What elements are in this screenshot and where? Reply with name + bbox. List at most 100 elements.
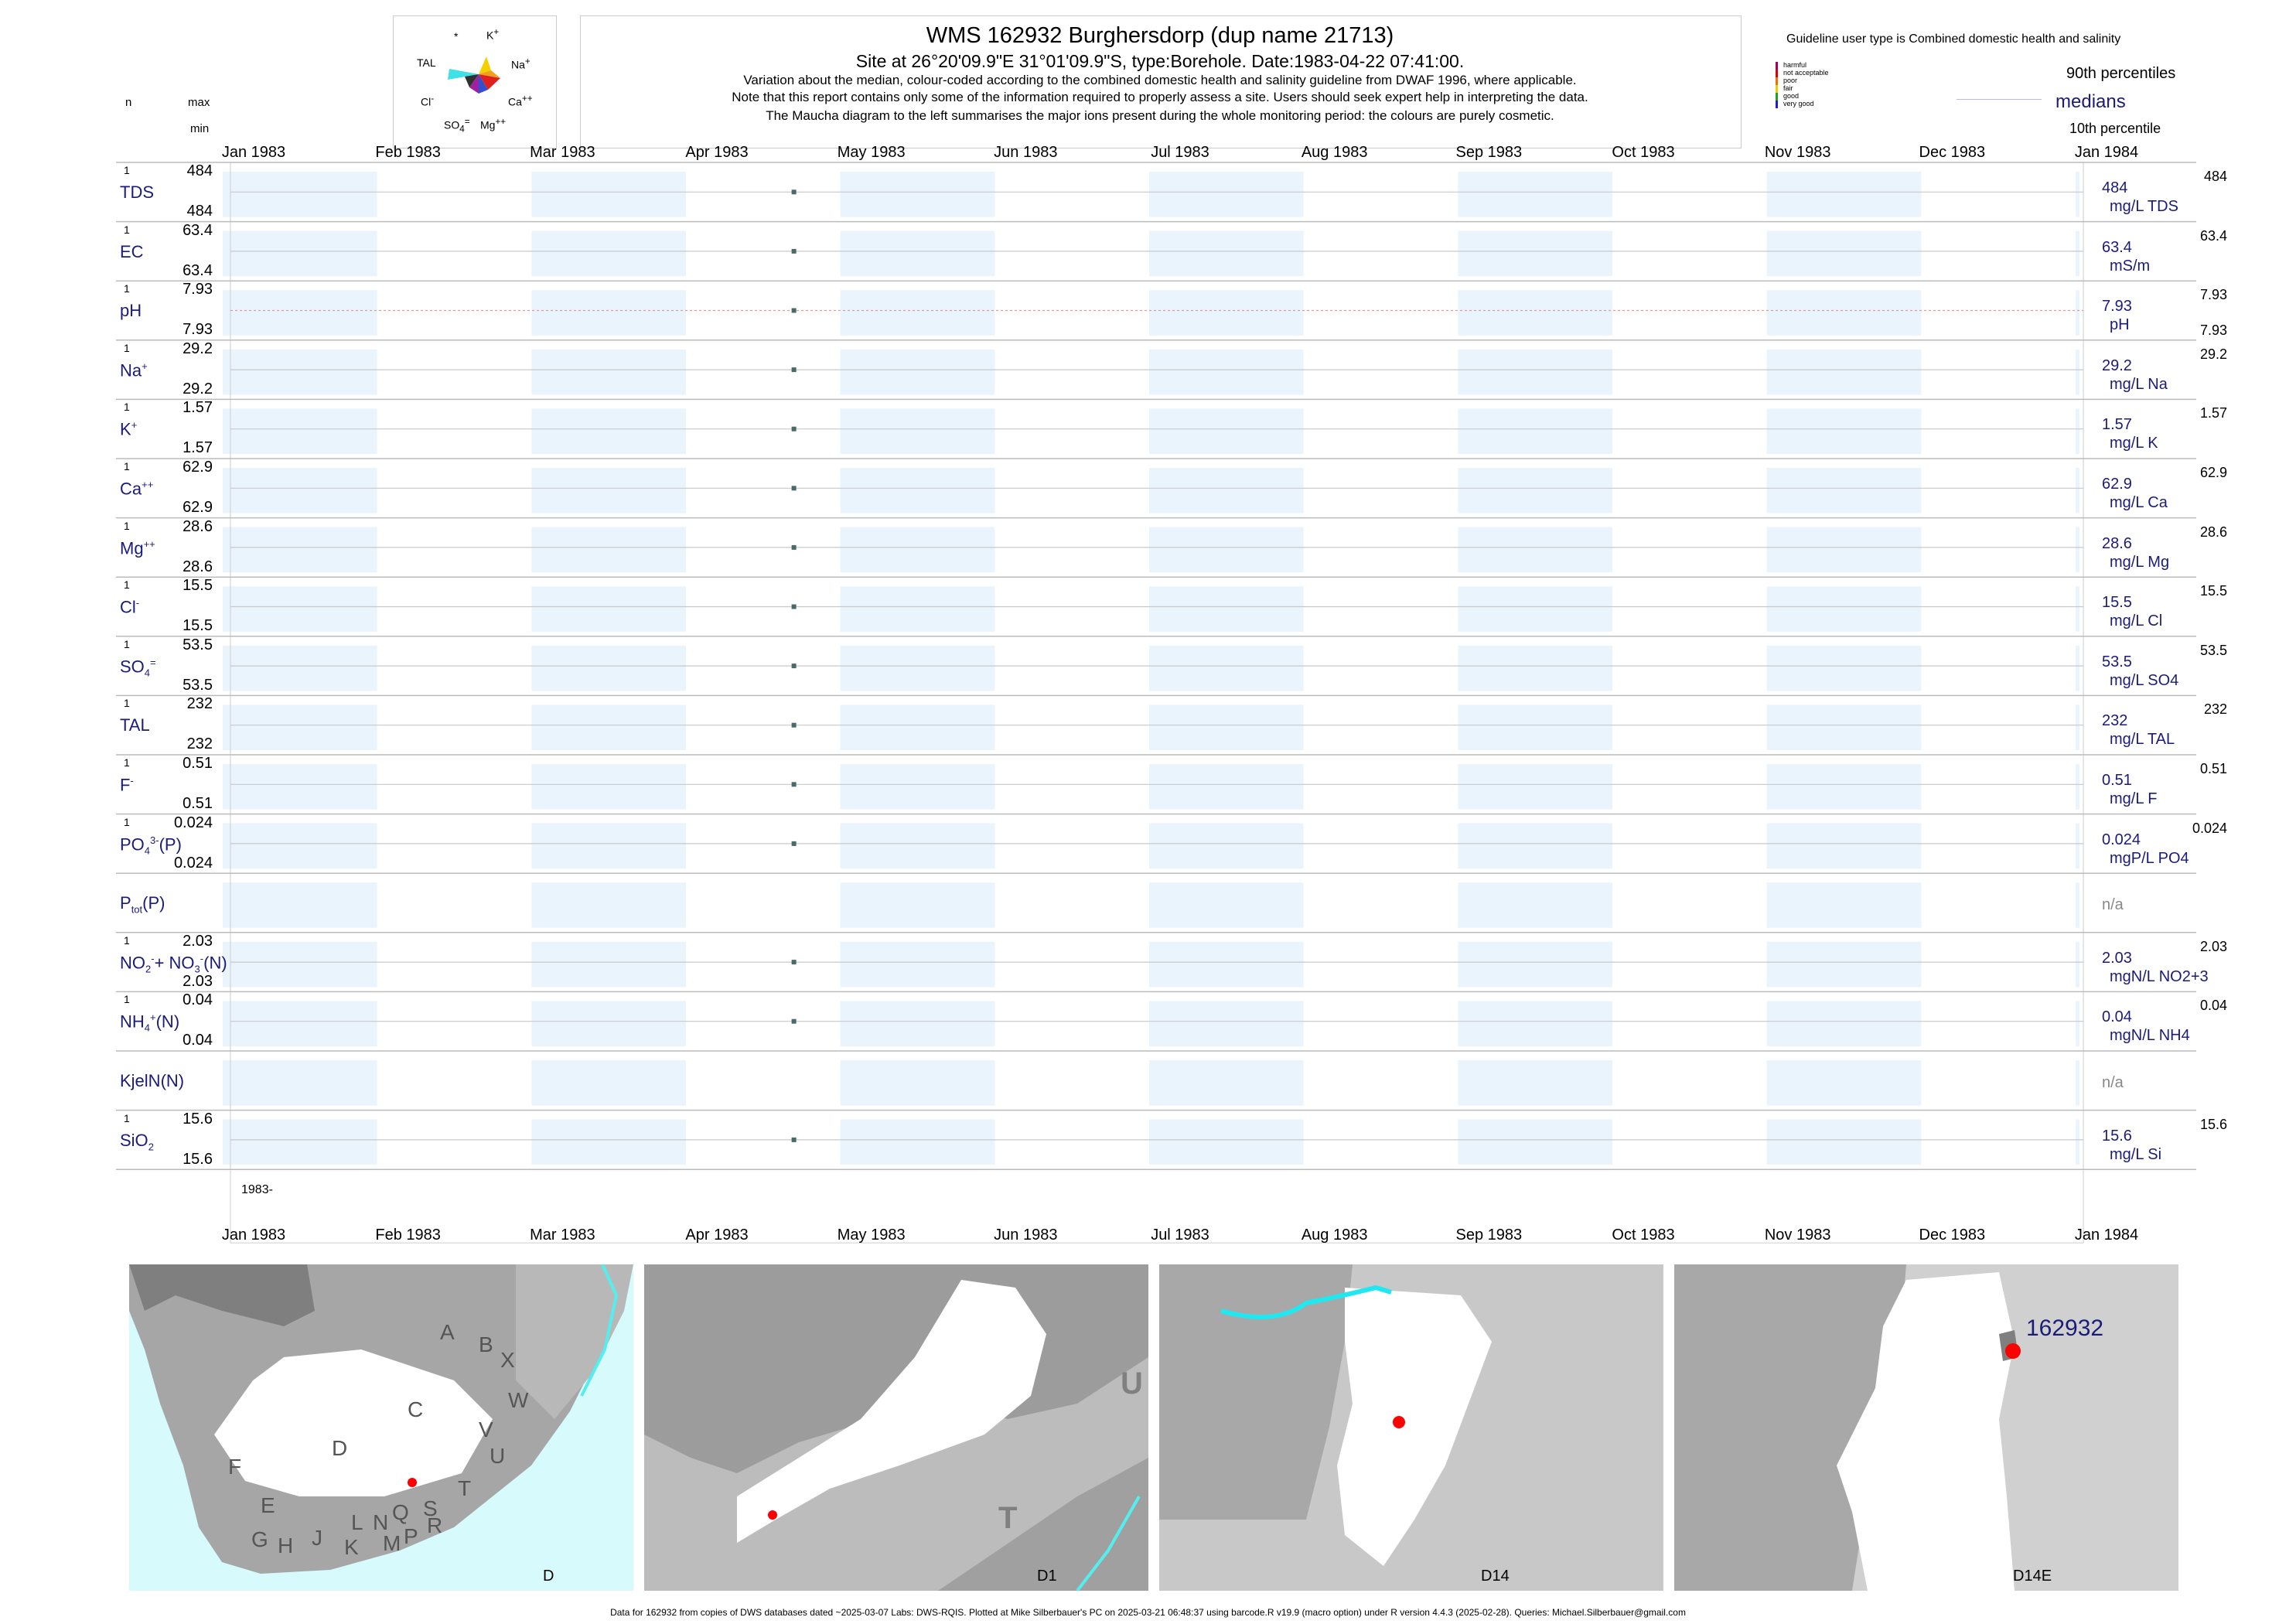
p90-value: 7.93: [2199, 287, 2227, 303]
month-band: [1149, 941, 1304, 988]
month-band: [840, 527, 995, 573]
month-band: [223, 1119, 377, 1165]
month-band: [1766, 230, 1922, 277]
month-band: [2076, 527, 2079, 573]
unit-label: mgN/L NO2+3: [2110, 967, 2209, 985]
sample-point: [791, 960, 797, 965]
month-band: [1458, 468, 1612, 513]
p90-value: 28.6: [2199, 524, 2227, 540]
month-band: [1149, 408, 1304, 454]
map-d1: U T D1: [644, 1264, 1148, 1591]
month-band: [531, 882, 686, 928]
p90-value: 0.04: [2199, 998, 2227, 1014]
month-band: [1149, 1060, 1304, 1106]
page-title: WMS 162932 Burghersdorp (dup name 21713): [926, 23, 1394, 48]
month-band: [531, 1119, 686, 1165]
month-tick-label: Oct 1983: [1612, 1227, 1675, 1244]
month-band: [840, 882, 995, 928]
month-tick-label: Jun 1983: [994, 144, 1058, 161]
month-band: [1458, 290, 1612, 336]
month-band: [1458, 941, 1612, 988]
month-band: [223, 527, 377, 573]
month-band: [840, 941, 995, 988]
p90-value: 2.03: [2199, 938, 2227, 954]
min-value: 0.024: [173, 854, 213, 872]
sample-count: 1: [124, 519, 130, 532]
month-band: [840, 172, 995, 217]
month-band: [223, 1001, 377, 1046]
month-band: [223, 645, 377, 691]
month-band: [1458, 645, 1612, 691]
sample-count: 1: [124, 637, 130, 650]
maucha-so4-segment: [469, 74, 479, 94]
month-band: [2076, 586, 2079, 632]
month-tick-label: Jan 1983: [221, 1227, 286, 1244]
site-line: Site at 26°20'09.9"E 31°01'09.9"S, type:…: [855, 51, 1465, 71]
month-tick-label: Jun 1983: [994, 1227, 1058, 1244]
parameter-name: TDS: [120, 183, 154, 202]
month-band: [1458, 1060, 1612, 1106]
note-1: Variation about the median, colour-coded…: [743, 73, 1577, 87]
p10-label: 10th percentile: [2069, 121, 2161, 136]
month-tick-label: Jul 1983: [1151, 1227, 1209, 1244]
sample-point: [791, 367, 797, 373]
min-value: 53.5: [183, 676, 213, 694]
unit-label: pH: [2110, 316, 2130, 334]
sample-count: 1: [124, 756, 130, 769]
parameter-name: Ca++: [120, 479, 154, 499]
median-value: 62.9: [2102, 476, 2132, 493]
parameter-name: Ptot(P): [120, 893, 165, 916]
month-band: [2076, 290, 2079, 336]
month-band: [1458, 349, 1612, 395]
max-value: 62.9: [183, 459, 213, 476]
month-band: [840, 705, 995, 750]
p90-value: 232: [2203, 701, 2227, 718]
month-band: [840, 764, 995, 810]
month-tick-label: Mar 1983: [530, 1227, 595, 1244]
median-value: 15.5: [2102, 594, 2132, 612]
min-value: 0.51: [183, 795, 213, 812]
month-band: [1458, 586, 1612, 632]
month-band: [531, 349, 686, 395]
parameter-name: NH4+(N): [120, 1012, 180, 1035]
sample-point: [791, 308, 797, 313]
month-band: [223, 1060, 377, 1106]
month-tick-label: Aug 1983: [1301, 144, 1368, 161]
month-tick-label: May 1983: [837, 1227, 906, 1244]
month-band: [1766, 408, 1922, 454]
month-band: [1766, 882, 1922, 928]
month-band: [1766, 823, 1922, 869]
guideline-heading: Guideline user type is Combined domestic…: [1786, 32, 2121, 46]
unit-label: mgP/L PO4: [2110, 849, 2189, 867]
month-band: [531, 230, 686, 277]
parameter-name: K+: [120, 419, 138, 439]
month-band: [1458, 1001, 1612, 1046]
month-band: [1149, 764, 1304, 810]
parameter-name: PO43-(P): [120, 834, 182, 857]
month-band: [223, 230, 377, 277]
month-band: [2076, 764, 2079, 810]
map-d14: D14: [1159, 1264, 1663, 1591]
max-value: 63.4: [183, 221, 213, 239]
parameter-name: TAL: [120, 715, 150, 735]
month-band: [1458, 408, 1612, 454]
month-band: [2076, 705, 2079, 750]
max-value: 0.024: [173, 814, 213, 831]
map-d14e-label: D14E: [2013, 1568, 2052, 1585]
month-band: [2076, 172, 2079, 217]
sample-point: [791, 1137, 797, 1142]
parameter-name: F-: [120, 775, 134, 795]
median-value: 484: [2102, 179, 2128, 196]
p90-value: 53.5: [2199, 642, 2227, 658]
month-tick-label: Apr 1983: [685, 144, 749, 161]
median-value: 7.93: [2102, 298, 2132, 316]
month-band: [1458, 705, 1612, 750]
maucha-mg-label: Mg++: [480, 117, 507, 131]
month-band: [840, 408, 995, 454]
sample-point: [791, 1018, 797, 1024]
sample-count: 1: [124, 164, 130, 176]
month-band: [840, 290, 995, 336]
month-band: [1458, 172, 1612, 217]
p90-value: 63.4: [2199, 227, 2227, 244]
month-band: [840, 1119, 995, 1165]
